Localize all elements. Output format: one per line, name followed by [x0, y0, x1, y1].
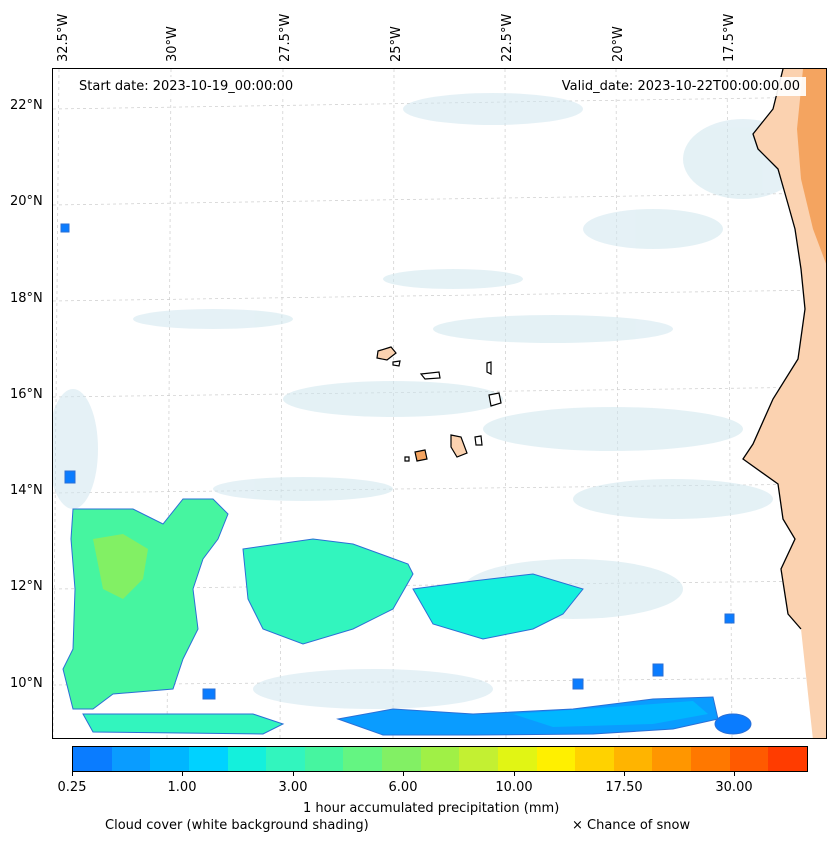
precip-band-southwest [82, 713, 285, 735]
lon-label-27-5w: 27.5°W [278, 13, 293, 62]
island-fogo [414, 449, 428, 462]
colorbar-segment-2 [150, 747, 189, 771]
cb-tick-label-2: 3.00 [278, 780, 308, 795]
cloud-cover-legend: Cloud cover (white background shading) [105, 818, 369, 833]
cb-tick-label-0: 0.25 [57, 780, 87, 795]
island-sal [486, 361, 492, 375]
island-maio [474, 435, 483, 446]
colorbar-label: 1 hour accumulated precipitation (mm) [303, 801, 560, 816]
colorbar-segment-8 [382, 747, 421, 771]
precip-region-west-inner [93, 534, 148, 599]
colorbar-segment-4 [227, 747, 267, 771]
cb-tickmark-5 [624, 772, 625, 776]
colorbar-segment-9 [420, 747, 460, 771]
colorbar-segment-13 [575, 747, 614, 771]
precipitation-colorbar [72, 746, 808, 772]
colorbar-segment-3 [188, 747, 228, 771]
precip-region-west [62, 498, 229, 710]
precip-dot-4 [724, 613, 735, 624]
precip-dot-2 [60, 223, 70, 233]
colorbar-segment-12 [536, 747, 576, 771]
snow-legend: × Chance of snow [572, 818, 691, 833]
precip-blob-east [714, 713, 752, 735]
cb-tick-label-3: 6.00 [388, 780, 418, 795]
precip-dot-6 [572, 678, 584, 690]
lat-label-18n: 18°N [10, 291, 43, 306]
island-brava [404, 456, 410, 462]
colorbar-segment-11 [497, 747, 537, 771]
lat-label-20n: 20°N [10, 194, 43, 209]
lon-label-20w: 20°W [611, 26, 626, 62]
lon-label-32-5w: 32.5°W [56, 13, 71, 62]
africa-land-core [797, 69, 826, 264]
lon-label-30w: 30°W [165, 26, 180, 62]
island-sao-nicolau [419, 371, 441, 380]
lat-label-22n: 22°N [10, 98, 43, 113]
map-canvas [53, 69, 826, 738]
island-santo-antao [376, 346, 397, 361]
cb-tick-label-5: 17.50 [605, 780, 643, 795]
island-sao-vicente [392, 360, 401, 367]
lon-label-17-5w: 17.5°W [722, 13, 737, 62]
colorbar-segment-1 [111, 747, 151, 771]
precipitation-shading [60, 223, 752, 736]
colorbar-segment-0 [73, 747, 112, 771]
colorbar-segment-10 [459, 747, 498, 771]
lat-label-14n: 14°N [10, 483, 43, 498]
lon-label-25w: 25°W [389, 26, 404, 62]
lat-label-10n: 10°N [10, 676, 43, 691]
colorbar-segment-17 [729, 747, 769, 771]
cape-verde-islands [376, 346, 502, 462]
cb-tickmark-0 [72, 772, 73, 776]
colorbar-segment-6 [304, 747, 344, 771]
map-frame: Start date: 2023-10-19_00:00:00 Valid_da… [52, 68, 827, 739]
precip-dot-5 [202, 688, 216, 700]
cb-tickmark-1 [182, 772, 183, 776]
precip-dot-3 [652, 663, 664, 677]
precip-dot-1 [64, 470, 76, 484]
colorbar-segment-5 [266, 747, 305, 771]
colorbar-segment-18 [768, 747, 807, 771]
start-date-label: Start date: 2023-10-19_00:00:00 [73, 77, 300, 96]
colorbar-segment-16 [691, 747, 730, 771]
lat-label-16n: 16°N [10, 387, 43, 402]
cb-tick-label-6: 30.00 [715, 780, 753, 795]
precip-band-south-core [513, 701, 708, 727]
cb-tickmark-4 [514, 772, 515, 776]
colorbar-segment-14 [613, 747, 653, 771]
colorbar-segment-15 [652, 747, 691, 771]
cb-tickmark-3 [403, 772, 404, 776]
africa-coastline [742, 69, 806, 630]
island-santiago [450, 434, 468, 458]
colorbar-segment-7 [343, 747, 382, 771]
lon-label-22-5w: 22.5°W [500, 13, 515, 62]
africa-land [743, 69, 826, 738]
cb-tick-label-4: 10.00 [495, 780, 533, 795]
cb-tickmark-6 [734, 772, 735, 776]
cloud-cover-shading [53, 93, 803, 709]
precip-region-central [242, 538, 414, 645]
cb-tick-label-1: 1.00 [167, 780, 197, 795]
cb-tickmark-2 [293, 772, 294, 776]
valid-date-label: Valid_date: 2023-10-22T00:00:00.00 [555, 77, 806, 96]
lat-label-12n: 12°N [10, 579, 43, 594]
island-boa-vista [488, 392, 502, 407]
precip-region-east [412, 573, 584, 640]
